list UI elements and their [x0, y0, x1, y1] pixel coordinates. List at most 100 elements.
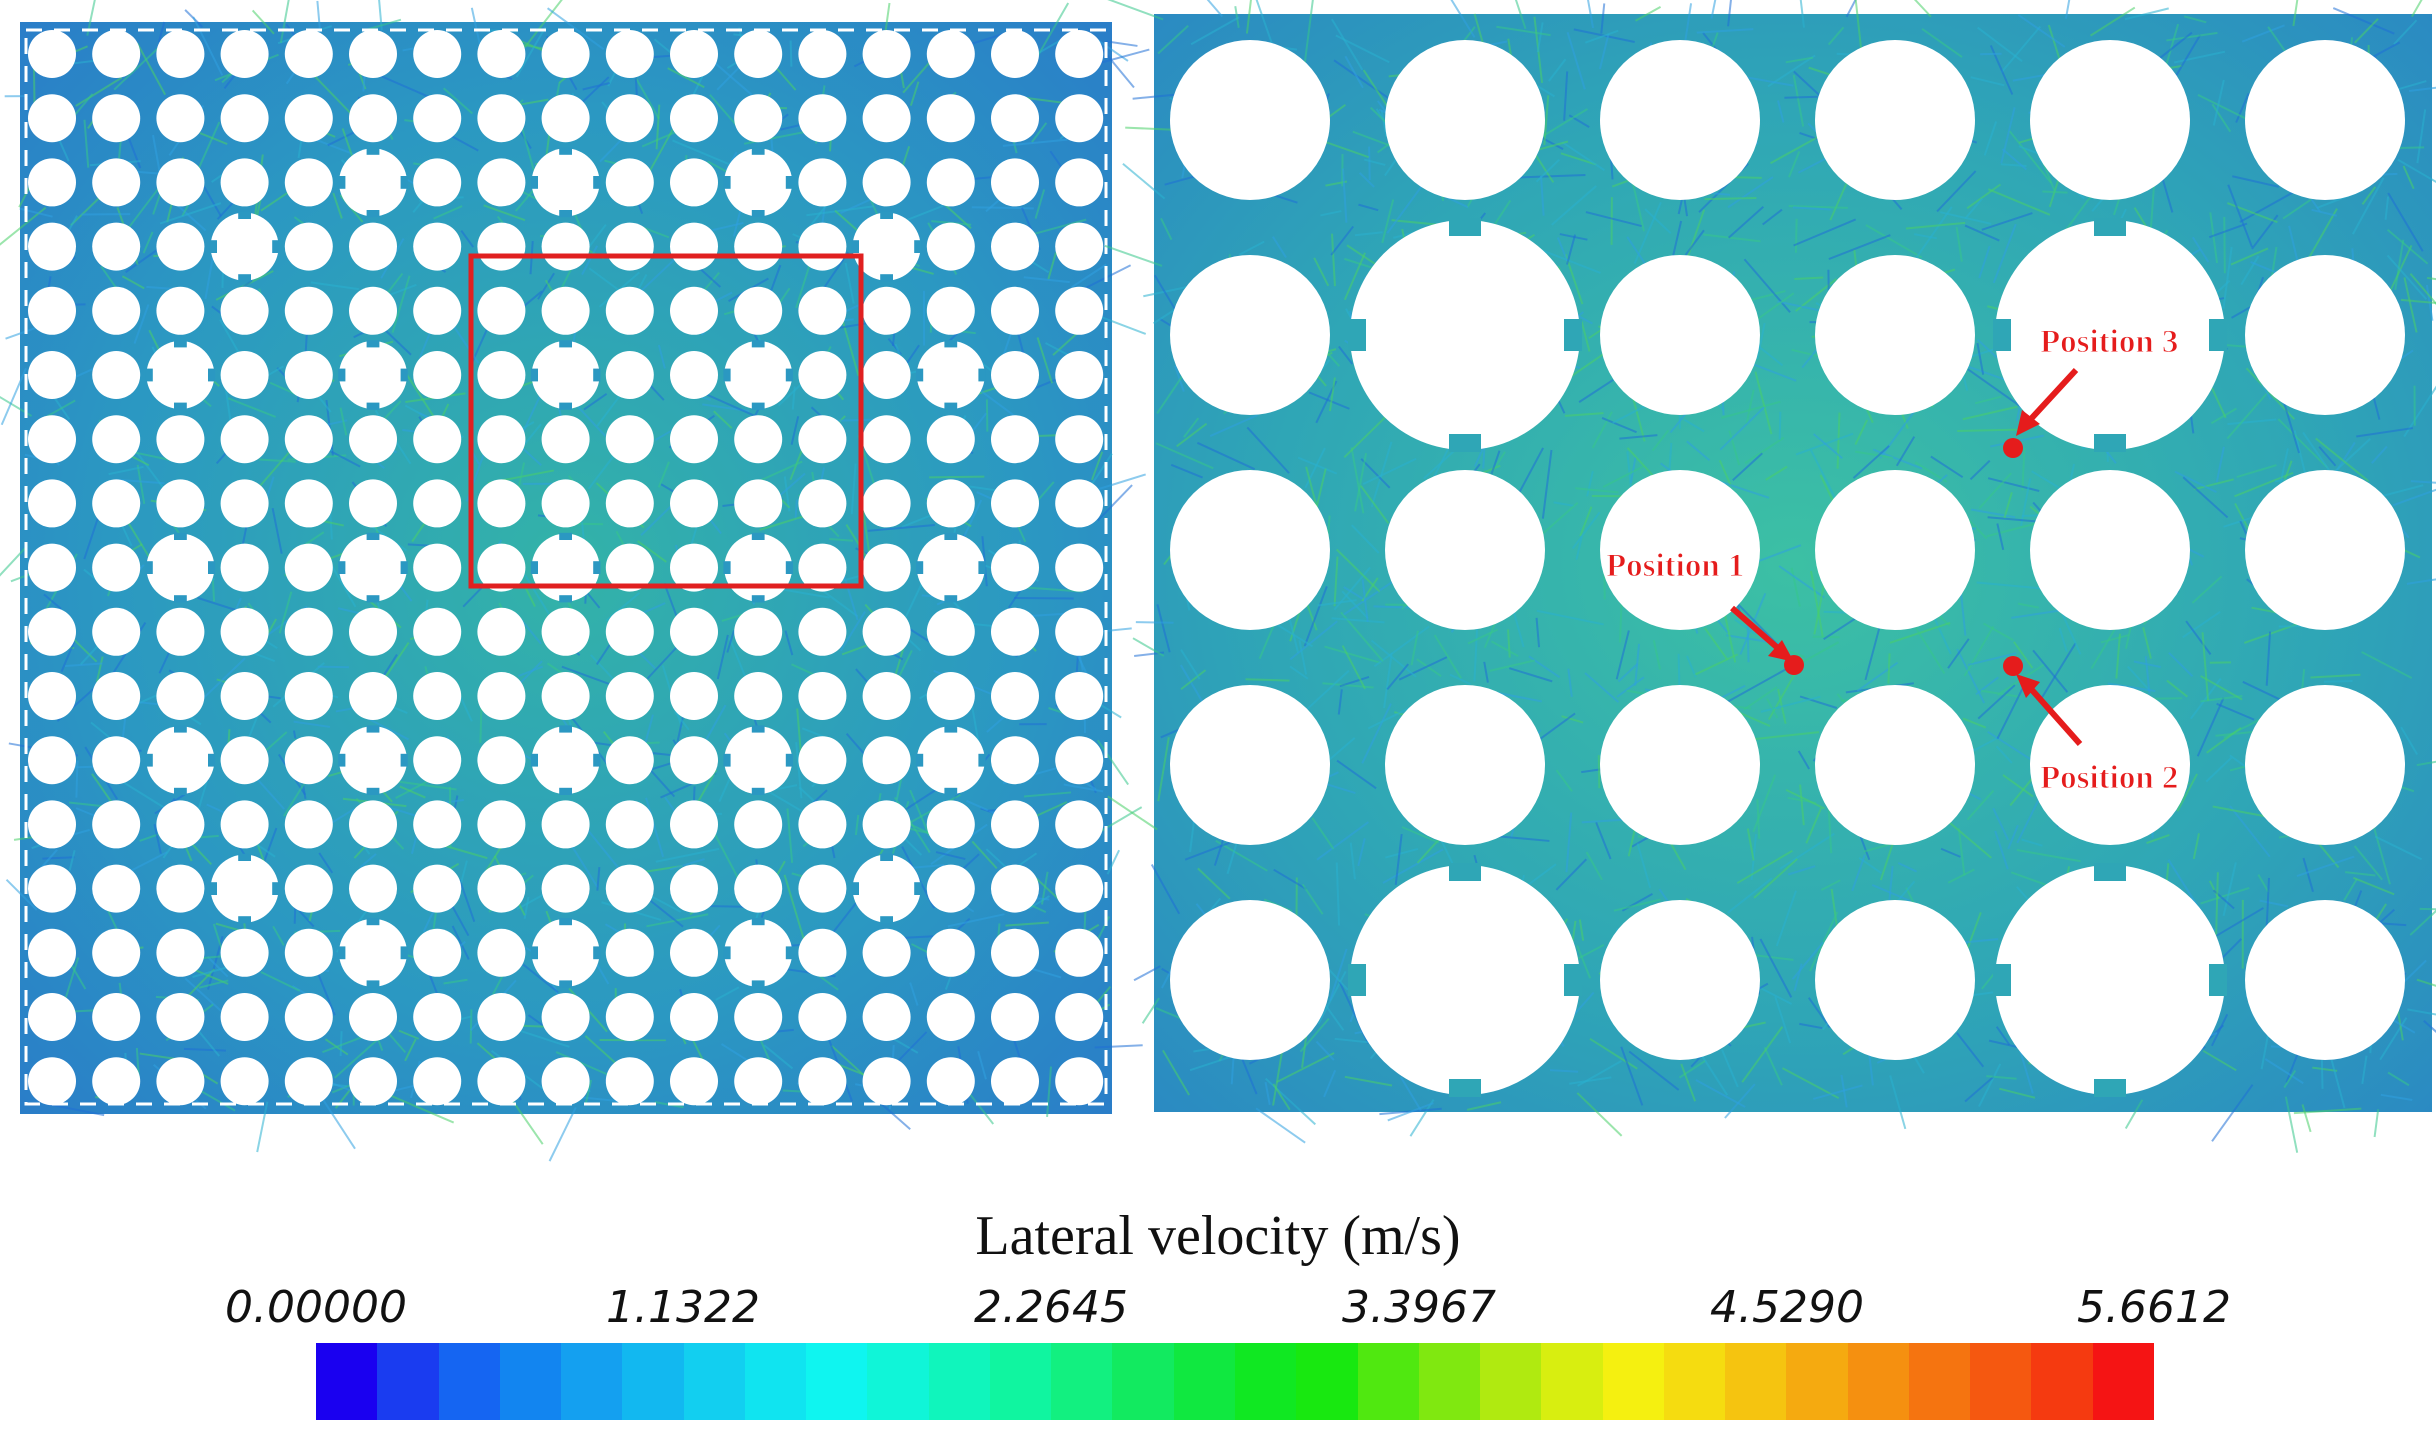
flow-streak	[1967, 368, 2025, 410]
flow-streak	[1357, 838, 1366, 867]
left-fuel-rod	[734, 672, 783, 720]
flow-streak	[2240, 255, 2260, 286]
flow-streak	[2371, 821, 2391, 885]
left-fuel-rod	[991, 543, 1039, 592]
flow-streak	[120, 523, 133, 547]
position-3-arrow	[2027, 367, 2079, 423]
flow-streak	[1349, 842, 1356, 880]
left-guide-tube	[916, 340, 986, 410]
flow-streak	[1912, 206, 1953, 264]
left-fuel-rod	[670, 672, 718, 720]
left-fuel-rod	[92, 479, 141, 528]
flow-streak	[1970, 508, 2016, 519]
left-fuel-rod	[926, 672, 975, 720]
left-guide-tube	[916, 532, 986, 603]
left-fuel-rod	[477, 30, 526, 78]
flow-streak	[1777, 300, 1819, 312]
flow-streak	[1799, 695, 1838, 709]
flow-streak	[2182, 610, 2221, 639]
flow-streak	[783, 874, 806, 942]
flow-streak	[1150, 864, 1181, 915]
flow-streak	[715, 986, 740, 1001]
flow-streak	[1992, 807, 2010, 841]
flow-streak	[2013, 641, 2034, 669]
flow-streak	[1566, 31, 1586, 90]
flow-streak	[1719, 406, 1766, 451]
flow-streak	[1561, 141, 1605, 172]
pin-notch	[944, 532, 958, 540]
pin-notch	[174, 787, 187, 795]
flow-streak	[2361, 1055, 2368, 1084]
flow-streak	[1652, 640, 1662, 670]
pin-notch	[238, 274, 251, 282]
flow-streak	[68, 849, 76, 871]
flow-streak	[1023, 586, 1084, 593]
left-fuel-rod	[926, 30, 975, 78]
pin-notch	[338, 946, 346, 960]
left-guide-tube	[338, 918, 408, 988]
flow-streak	[1578, 378, 1614, 403]
flow-streak	[1382, 848, 1444, 884]
flow-streak	[1732, 452, 1763, 482]
flow-streak	[253, 842, 276, 858]
flow-streak	[548, 1107, 577, 1162]
left-fuel-rod	[991, 30, 1039, 78]
flow-streak	[2226, 387, 2272, 440]
flow-streak	[1836, 412, 1841, 469]
flow-streak	[1245, 678, 1290, 682]
flow-streak	[108, 465, 144, 476]
flow-streak	[1797, 750, 1811, 770]
position-2-arrow	[2029, 688, 2083, 746]
flow-streak	[2384, 196, 2390, 220]
flow-streak	[2215, 730, 2257, 737]
position-1-arrow	[1730, 605, 1782, 653]
flow-streak	[1328, 968, 1349, 991]
flow-streak	[1987, 188, 2051, 216]
flow-streak	[1889, 1075, 1907, 1130]
left-fuel-rod	[605, 800, 654, 849]
left-fuel-rod	[1055, 158, 1104, 207]
flow-streak	[710, 58, 754, 97]
left-fuel-rod	[1055, 415, 1104, 464]
flow-streak	[1467, 628, 1499, 645]
flow-streak	[1784, 95, 1818, 99]
flow-streak	[1980, 689, 2021, 698]
pin-notch	[751, 532, 765, 540]
flow-streak	[1107, 795, 1158, 831]
left-fuel-rod	[477, 736, 526, 785]
flow-streak	[1401, 826, 1440, 844]
flow-streak	[1964, 197, 1983, 220]
flow-streak	[2361, 186, 2377, 205]
pin-disc	[531, 341, 600, 409]
left-fuel-rod	[349, 222, 397, 271]
left-fuel-rod	[92, 800, 141, 849]
flow-streak	[2373, 1109, 2380, 1138]
left-fuel-rod	[798, 672, 847, 720]
flow-streak	[1591, 411, 1613, 449]
left-fuel-rod	[798, 543, 847, 592]
right-guide-tube	[1993, 863, 2227, 1097]
flow-streak	[590, 654, 618, 685]
flow-streak	[971, 206, 1034, 210]
left-fuel-rod	[477, 286, 526, 335]
pin-notch	[209, 240, 217, 253]
flow-streak	[1766, 698, 1779, 719]
flow-streak	[2264, 1058, 2304, 1085]
left-fuel-rod	[413, 286, 462, 335]
flow-streak	[153, 823, 162, 854]
flow-streak	[1758, 986, 1793, 1005]
left-fuel-rod	[413, 1057, 462, 1106]
flow-streak	[2209, 212, 2219, 264]
flow-streak	[1983, 121, 1998, 156]
colorbar-segment	[377, 1343, 439, 1420]
flow-streak	[1812, 433, 1843, 460]
pin-notch	[785, 368, 793, 382]
flow-streak	[1585, 851, 1603, 881]
flow-streak	[2332, 438, 2371, 475]
flow-streak	[1774, 996, 1792, 1044]
pin-notch	[916, 368, 924, 382]
flow-streak	[1344, 1075, 1393, 1087]
flow-streak	[460, 230, 475, 248]
flow-streak	[2208, 222, 2248, 239]
flow-streak	[1297, 456, 1338, 475]
